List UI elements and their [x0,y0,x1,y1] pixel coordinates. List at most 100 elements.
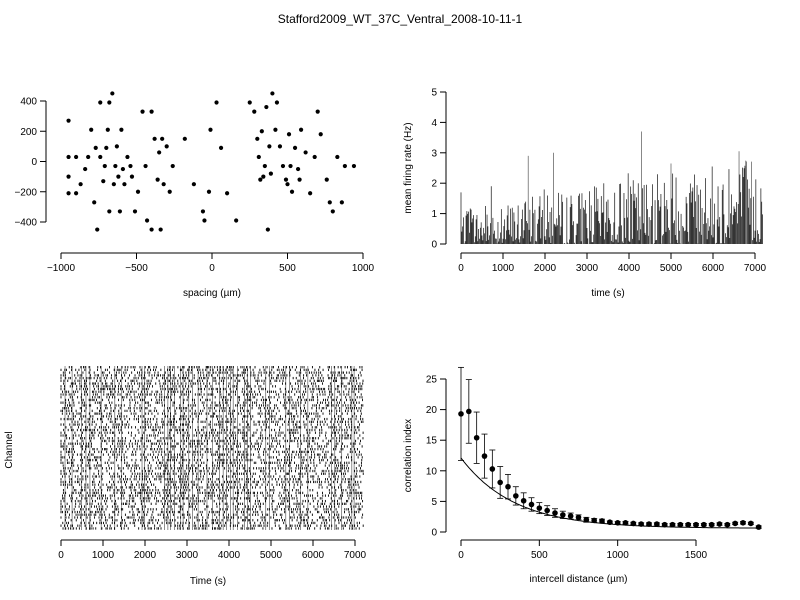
electrode-point [265,227,270,232]
electrode-point [295,166,301,172]
y-tick-label: 1 [431,209,437,220]
electrode-point [234,218,239,223]
x-tick-label: 5000 [660,263,683,274]
electrode-point [318,132,323,137]
electrode-point [225,191,230,196]
electrode-point [315,109,320,114]
electrode-point [132,209,138,214]
electrode-point [98,100,103,105]
electrode-point [140,109,145,114]
x-axis-label: spacing (µm) [183,288,241,299]
x-tick-label: 4000 [218,550,241,561]
electrode-point [105,127,110,132]
electrode-point [273,127,278,132]
electrode-point [167,189,172,194]
electrode-point [252,109,257,114]
electrode-point [214,100,219,105]
electrode-point [255,136,260,141]
x-tick-label: 0 [209,263,215,274]
electrode-point [261,174,266,179]
electrode-point [74,154,79,160]
electrode-point [111,182,116,187]
electrode-point [92,200,97,205]
x-axis-label: time (s) [591,288,624,299]
electrode-point [66,118,71,123]
electrode-point [149,227,154,232]
x-tick-label: 3000 [176,550,199,561]
electrode-point [161,182,166,187]
firing-rate-panel: 0 1000 2000 3000 4000 5000 6000 7000 time (s) 0 1 2… [403,88,767,300]
x-tick-label: 6000 [302,550,325,561]
electrode-point [292,145,298,150]
electrode-point [160,136,165,141]
y-tick-label: 0 [431,240,437,251]
electrode-point [144,218,150,223]
electrode-point [149,109,154,114]
electrode-point [303,150,308,155]
electrode-point [86,154,91,160]
electrode-point [95,227,100,232]
electrode-point [113,163,118,169]
electrode-point [270,91,275,96]
electrode-point [117,209,122,214]
electrode-point [351,163,357,169]
electrode-point [297,177,302,182]
electrode-point [191,182,196,187]
electrode-point [288,163,293,169]
y-tick-label: 200 [20,127,37,138]
electrode-point [339,200,344,205]
electrode-point [66,174,71,179]
y-tick-label: 400 [20,97,37,108]
electrode-point [83,166,88,172]
electrode-point [312,154,317,160]
electrode-point [298,127,304,132]
electrode-point [208,127,213,132]
electrode-point [342,163,347,169]
y-tick-label: 5 [431,88,437,99]
electrode-point [170,163,175,169]
electrode-point [335,154,340,160]
x-tick-label: 6000 [702,263,725,274]
electrode-point [285,182,290,187]
electrode-point [120,166,126,172]
electrode-point [143,163,148,169]
y-tick-label: −400 [14,218,37,229]
electrode-point [267,144,272,149]
electrode-point [264,104,269,110]
electrode-point [259,129,264,134]
electrode-point [247,100,252,105]
y-axis-label: mean firing rate (Hz) [403,122,414,213]
electrode-point [116,174,121,179]
electrode-point [104,145,109,150]
electrode-point [125,154,130,160]
electrode-point [327,200,332,205]
electrode-point [200,209,206,214]
y-tick-label: 4 [431,118,437,129]
electrode-point [286,132,292,137]
electrode-point [274,100,280,105]
x-tick-label: 2000 [534,263,557,274]
x-tick-label: 7000 [344,550,367,561]
electrode-point [129,174,135,179]
electrode-point [119,127,124,132]
electrode-point [258,177,263,182]
x-axis-label: Time (s) [190,576,226,587]
x-tick-label: 1000 [92,550,115,561]
x-tick-label: 0 [458,263,464,274]
x-tick-label: 4000 [618,263,641,274]
x-tick-label: 3000 [576,263,599,274]
electrode-point [101,179,106,184]
y-tick-label: 2 [431,179,437,190]
electrode-point [66,154,71,160]
y-tick-label: 0 [31,157,37,168]
x-tick-label: 1000 [352,263,375,274]
electrode-point [283,177,289,182]
x-tick-label: 0 [58,550,64,561]
electrode-point [107,209,112,214]
electrode-point [164,144,169,149]
electrode-point [182,136,187,141]
electrode-point [155,177,160,182]
electrode-point [102,163,107,169]
electrode-point [256,154,261,160]
